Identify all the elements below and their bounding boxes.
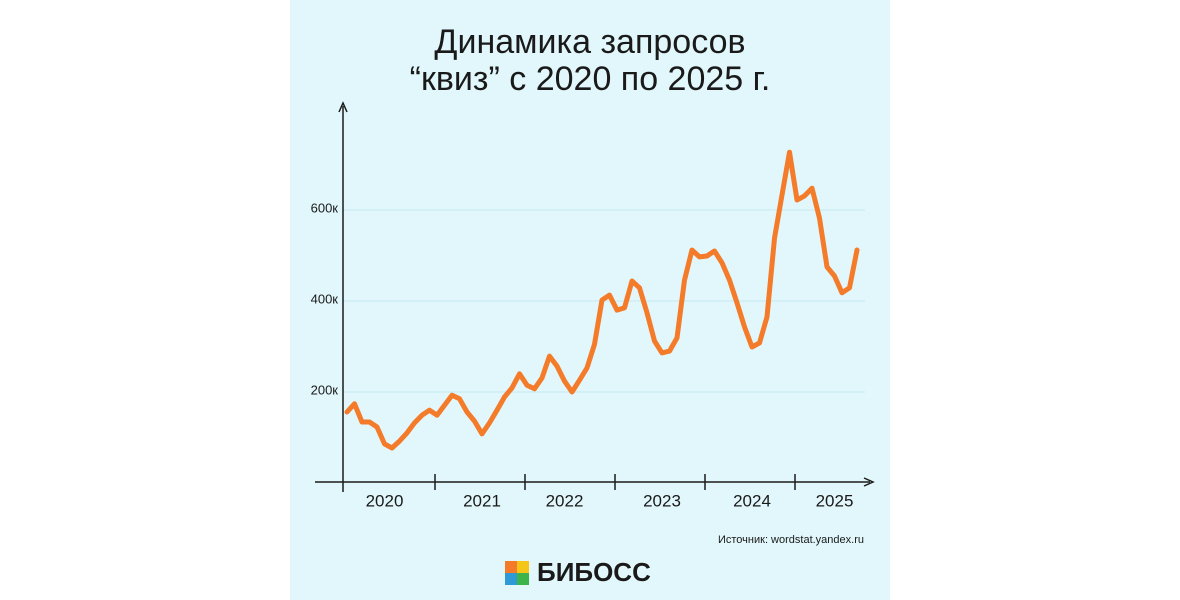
x-tick-label: 2023 — [643, 491, 681, 510]
panel — [290, 0, 890, 600]
x-tick-label: 2024 — [733, 491, 771, 510]
y-axis-arrow — [338, 101, 348, 113]
data-line — [344, 149, 860, 451]
y-tick-label: 400к — [311, 291, 339, 306]
x-tick-label: 2020 — [366, 491, 404, 510]
x-tick-label: 2021 — [463, 491, 501, 510]
logo-icon — [505, 561, 529, 585]
x-tick-label: 2025 — [816, 491, 854, 510]
source: Источник: wordstat.yandex.ru — [718, 534, 864, 546]
y-tick-label: 600к — [311, 200, 339, 215]
y-tick-label: 200к — [311, 382, 339, 397]
chart-title: “квиз” с 2020 по 2025 г. — [410, 60, 771, 98]
x-axis-arrow — [863, 477, 875, 487]
brand: БИБОСС — [537, 557, 651, 587]
chart-title: Динамика запросов — [434, 23, 745, 61]
x-tick-label: 2022 — [546, 491, 584, 510]
